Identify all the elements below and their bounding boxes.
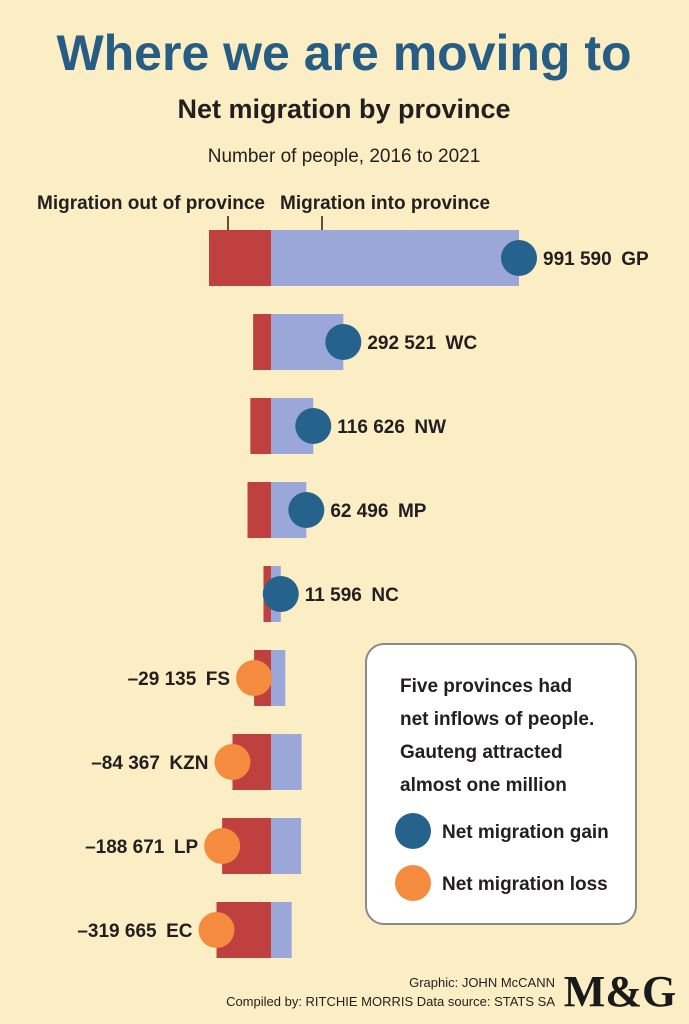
info-box: Five provinces had net inflows of people… xyxy=(365,643,637,925)
net-label-nw: 116 626 NW xyxy=(337,417,446,438)
bar-in-lp xyxy=(271,818,302,874)
net-label-mp: 62 496 MP xyxy=(330,501,426,522)
net-value-nc: 11 596 xyxy=(305,585,362,606)
loss-dot-kzn xyxy=(214,744,251,780)
chart-title: Where we are moving to xyxy=(56,25,631,81)
label-gap xyxy=(164,837,174,858)
credit-compiled: Compiled by: RITCHIE MORRIS Data source:… xyxy=(226,994,555,1009)
bar-out-wc xyxy=(253,314,271,370)
info-line-3: Gauteng attracted xyxy=(400,742,563,763)
province-code-fs: FS xyxy=(206,669,230,690)
label-gap xyxy=(388,501,398,522)
net-value-nw: 116 626 xyxy=(337,417,405,438)
net-value-kzn: –84 367 xyxy=(91,753,160,774)
bar-out-nw xyxy=(250,398,271,454)
province-code-ec: EC xyxy=(166,921,193,942)
gain-dot-mp xyxy=(288,492,325,528)
label-gap xyxy=(157,921,167,942)
info-line-1: Five provinces had xyxy=(400,676,572,697)
loss-dot-lp xyxy=(204,828,241,864)
province-code-mp: MP xyxy=(398,501,427,522)
bars-group: 991 590 GP 292 521 WC 116 626 NW 62 496 MP 1… xyxy=(77,230,649,958)
net-value-wc: 292 521 xyxy=(367,333,436,354)
province-code-wc: WC xyxy=(446,333,478,354)
net-value-ec: –319 665 xyxy=(77,921,157,942)
net-label-ec: –319 665 EC xyxy=(77,921,192,942)
bar-out-gp xyxy=(209,230,271,286)
header-out: Migration out of province xyxy=(37,193,265,214)
legend-gain-dot xyxy=(395,813,431,849)
province-code-gp: GP xyxy=(621,249,649,270)
net-value-gp: 991 590 xyxy=(543,249,612,270)
net-label-kzn: –84 367 KZN xyxy=(91,753,208,774)
province-code-nc: NC xyxy=(371,585,399,606)
province-code-nw: NW xyxy=(414,417,446,438)
gain-dot-wc xyxy=(325,324,362,360)
label-gap xyxy=(405,417,415,438)
info-box-frame xyxy=(365,643,637,925)
loss-dot-ec xyxy=(198,912,235,948)
gain-dot-nc xyxy=(262,576,299,612)
credit-graphic: Graphic: JOHN McCANN xyxy=(409,975,555,990)
label-gap xyxy=(362,585,372,606)
label-gap xyxy=(436,333,446,354)
net-value-lp: –188 671 xyxy=(85,837,165,858)
bar-out-mp xyxy=(247,482,271,538)
label-gap xyxy=(196,669,206,690)
province-code-lp: LP xyxy=(174,837,199,858)
legend-loss-dot xyxy=(395,865,431,901)
net-value-mp: 62 496 xyxy=(330,501,388,522)
unit-note: Number of people, 2016 to 2021 xyxy=(208,146,481,167)
gain-dot-nw xyxy=(295,408,332,444)
bar-in-kzn xyxy=(271,734,302,790)
gain-dot-gp xyxy=(501,240,537,276)
info-line-2: net inflows of people. xyxy=(400,709,594,730)
info-line-4: almost one million xyxy=(400,775,567,796)
net-label-wc: 292 521 WC xyxy=(367,333,477,354)
loss-dot-fs xyxy=(236,660,273,696)
net-label-gp: 991 590 GP xyxy=(543,249,649,270)
net-value-fs: –29 135 xyxy=(128,669,197,690)
net-label-nc: 11 596 NC xyxy=(305,585,399,606)
mg-logo: M&G xyxy=(564,967,676,1016)
legend-loss-label: Net migration loss xyxy=(442,874,608,895)
bar-in-gp xyxy=(271,230,519,286)
legend-gain-label: Net migration gain xyxy=(442,822,609,843)
province-code-kzn: KZN xyxy=(169,753,208,774)
net-label-fs: –29 135 FS xyxy=(128,669,230,690)
bar-in-ec xyxy=(271,902,292,958)
net-label-lp: –188 671 LP xyxy=(85,837,198,858)
chart-subtitle: Net migration by province xyxy=(177,94,510,124)
header-in: Migration into province xyxy=(280,193,490,214)
label-gap xyxy=(612,249,622,270)
label-gap xyxy=(160,753,170,774)
bar-in-fs xyxy=(271,650,286,706)
